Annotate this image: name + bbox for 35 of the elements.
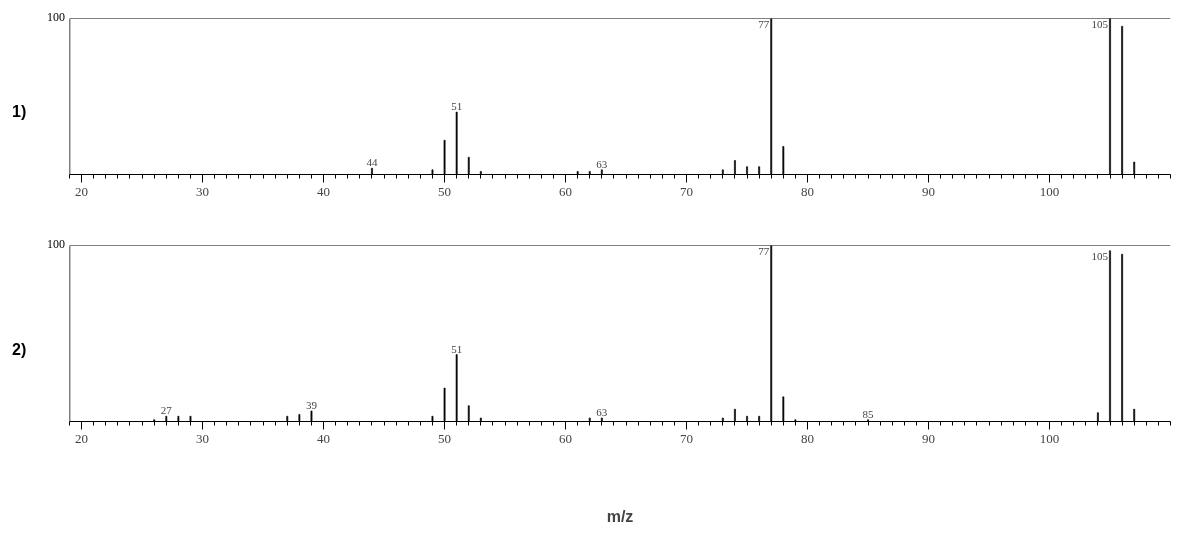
x-tick-label: 20 [75, 430, 89, 446]
x-tick-label: 60 [559, 430, 573, 446]
annotation: 27 [160, 404, 173, 417]
annotation: 77 [758, 244, 770, 257]
annotation: 63 [596, 405, 608, 418]
annotation: 77 [758, 17, 770, 30]
x-tick-label: 30 [196, 430, 210, 446]
text: 100 [47, 237, 65, 252]
text: 100 [47, 10, 65, 25]
x-tick-label: 70 [680, 183, 694, 199]
x-tick-label: 100 [1039, 183, 1060, 199]
annotation: 51 [451, 100, 463, 113]
annotation: 39 [305, 398, 318, 411]
annotation: 85 [862, 407, 875, 420]
x-tick-label: 70 [680, 430, 694, 446]
annotation: 44 [366, 156, 378, 169]
x-tick-label: 50 [438, 430, 452, 446]
x-tick-label: 90 [922, 183, 936, 199]
x-tick-label: 40 [317, 183, 331, 199]
text: 1) [12, 103, 27, 121]
annotation: 63 [596, 157, 608, 170]
x-tick-label: 90 [922, 430, 936, 446]
x-tick-label: 80 [801, 183, 815, 199]
x-tick-label: 50 [438, 183, 452, 199]
annotation: 105 [1091, 17, 1109, 30]
annotation: 51 [451, 342, 463, 355]
text: 2) [12, 341, 27, 359]
x-tick-label: 60 [559, 183, 573, 199]
x-tick-label: 80 [801, 430, 815, 446]
x-axis-title: m/z [606, 507, 634, 525]
x-tick-label: 30 [196, 183, 210, 199]
x-tick-label: 40 [317, 430, 331, 446]
x-tick-label: 100 [1039, 430, 1060, 446]
annotation: 105 [1091, 249, 1109, 262]
x-tick-label: 20 [75, 183, 89, 199]
